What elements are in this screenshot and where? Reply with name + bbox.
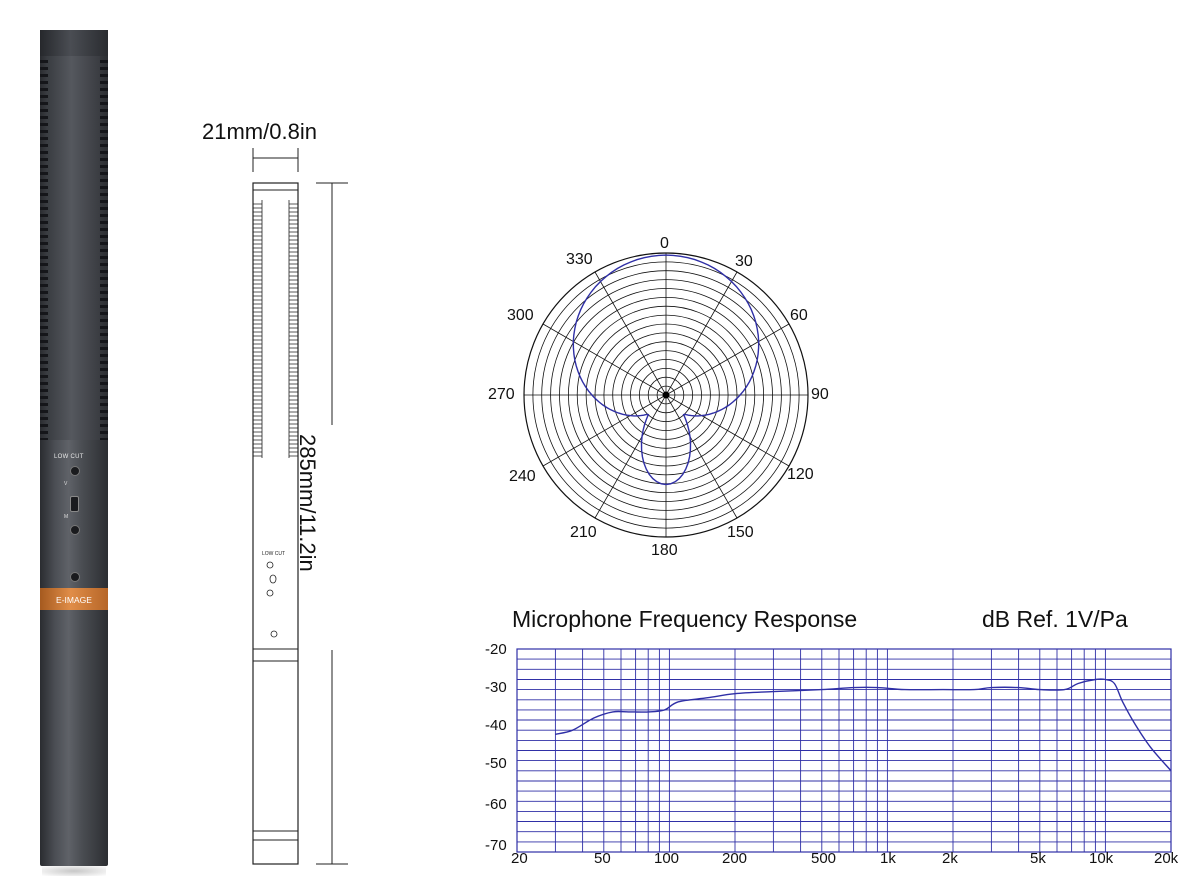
mic-switch-v-label: V	[64, 481, 68, 487]
microphone-photo: LOW CUT V M E-IMAGE	[40, 30, 108, 878]
x-tick-label: 2k	[942, 850, 958, 867]
mic-outline	[252, 182, 299, 865]
low-cut-switch	[70, 496, 79, 512]
brand-label: E-IMAGE	[56, 595, 92, 605]
chart-subtitle: dB Ref. 1V/Pa	[982, 606, 1128, 632]
grille-slots-right	[288, 200, 298, 458]
x-tick-label: 5k	[1030, 850, 1046, 867]
series-line	[555, 678, 1172, 772]
drawing-switch-icon	[269, 574, 277, 584]
mic-shadow	[42, 866, 106, 876]
x-tick-label: 1k	[880, 850, 896, 867]
x-tick-label: 20k	[1154, 850, 1179, 867]
mic-end-cap	[40, 30, 108, 56]
grille-slots-left	[253, 200, 263, 458]
polar-label-90: 90	[811, 386, 829, 403]
y-tick-label: -40	[485, 717, 507, 734]
drawing-screw-icon	[266, 589, 274, 597]
y-tick-label: -20	[485, 641, 507, 658]
mic-screw	[70, 525, 80, 535]
y-tick-label: -30	[485, 679, 507, 696]
y-tick-label: -60	[485, 796, 507, 813]
polar-label-210: 210	[570, 524, 597, 541]
chart-title: Microphone Frequency Response	[512, 606, 858, 632]
polar-label-240: 240	[509, 468, 536, 485]
drawing-screw-icon	[270, 630, 278, 638]
plot-frame	[516, 648, 1172, 853]
polar-label-270: 270	[488, 386, 515, 403]
x-tick-label: 100	[654, 850, 680, 867]
brand-band	[40, 588, 108, 610]
polar-response-curve	[572, 254, 760, 486]
width-dimension-label: 21mm/0.8in	[202, 119, 317, 144]
y-tick-label: -50	[485, 755, 507, 772]
polar-label-150: 150	[727, 524, 754, 541]
mic-grille-slots	[40, 56, 108, 440]
mic-screw	[70, 466, 80, 476]
x-tick-label: 50	[594, 850, 611, 867]
y-tick-label: -70	[485, 837, 507, 854]
mic-switch-m-label: M	[64, 514, 69, 520]
polar-label-120: 120	[787, 466, 814, 483]
x-tick-label: 20	[511, 850, 528, 867]
polar-label-30: 30	[735, 253, 753, 270]
drawing-screw-icon	[266, 561, 274, 569]
x-tick-label: 10k	[1089, 850, 1114, 867]
drawing-low-cut-label: LOW CUT	[262, 551, 285, 557]
mic-screw	[70, 572, 80, 582]
polar-label-330: 330	[566, 251, 593, 268]
polar-label-60: 60	[790, 307, 808, 324]
polar-center-dot	[662, 391, 670, 399]
mic-low-cut-label: LOW CUT	[54, 454, 84, 460]
x-tick-label: 200	[722, 850, 748, 867]
polar-label-0: 0	[660, 235, 669, 252]
x-tick-label: 500	[811, 850, 837, 867]
polar-label-180: 180	[651, 542, 678, 559]
chart-grid	[516, 648, 1172, 853]
polar-label-300: 300	[507, 307, 534, 324]
